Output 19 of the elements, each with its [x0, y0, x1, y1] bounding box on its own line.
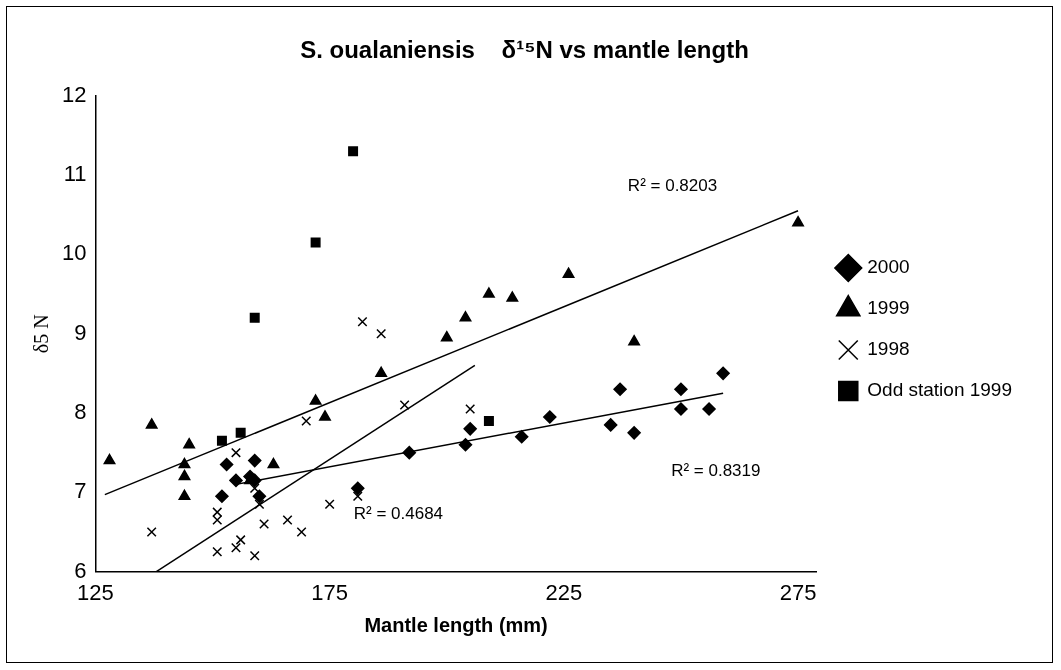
legend-label: Odd station 1999: [867, 379, 1012, 401]
annotation: R² = 0.8203: [627, 175, 718, 195]
legend-label: 1999: [867, 297, 910, 319]
chart-title: S. oualaniensis δ¹⁵N vs mantle length: [300, 36, 749, 64]
x-axis-title: Mantle length (mm): [364, 613, 548, 636]
x-tick-label: 275: [779, 579, 817, 605]
y-tick-label: 9: [74, 319, 87, 345]
annotation: R² = 0.4684: [353, 504, 444, 524]
y-tick-label: 7: [74, 478, 87, 504]
x-tick-label: 225: [545, 579, 583, 605]
legend-label: 2000: [867, 256, 910, 278]
y-tick-label: 10: [61, 240, 87, 266]
y-tick-label: 11: [63, 161, 87, 187]
legend-label: 1998: [867, 338, 910, 360]
y-tick-label: 8: [74, 399, 87, 425]
y-axis-title: δ5 N: [30, 314, 53, 354]
y-tick-label: 12: [61, 81, 87, 107]
annotation: R² = 0.8319: [671, 461, 761, 481]
x-tick-label: 175: [311, 579, 349, 605]
